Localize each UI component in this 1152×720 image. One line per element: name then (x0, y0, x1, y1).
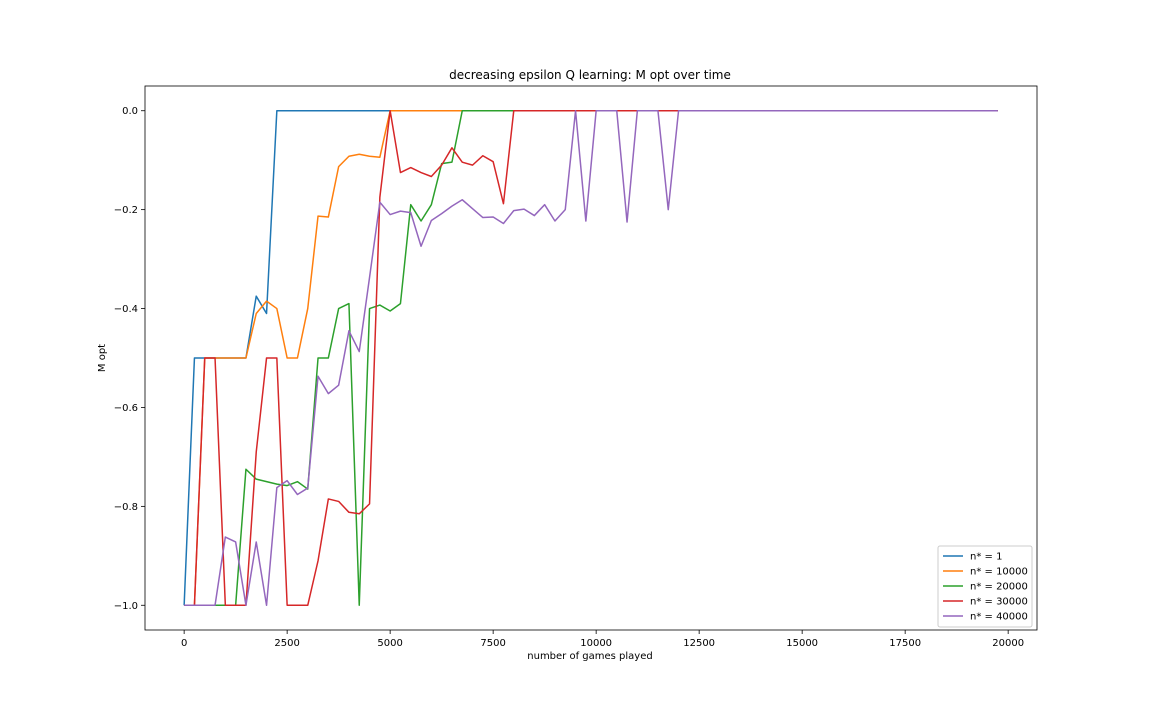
x-tick-label: 10000 (580, 638, 612, 649)
x-axis-label: number of games played (527, 651, 652, 662)
legend-label-2: n* = 10000 (970, 567, 1028, 578)
legend: n* = 1 n* = 10000 n* = 20000 n* = 30000 n* =… (937, 545, 1033, 628)
series-line-4 (184, 109, 998, 607)
series-line-1 (183, 109, 998, 606)
series-line-5 (184, 109, 998, 607)
legend-label-3: n* = 20000 (970, 582, 1028, 593)
x-tick-label: 17500 (889, 638, 921, 649)
series-line-2 (184, 109, 998, 607)
legend-label-5: n* = 40000 (970, 612, 1028, 623)
y-tick-label: −0.2 (114, 205, 138, 216)
series-line-3 (184, 109, 998, 607)
legend-label-1: n* = 1 (970, 552, 1002, 563)
x-tick-label: 20000 (992, 638, 1024, 649)
x-tick-label: 15000 (786, 638, 818, 649)
axes-layer: 0 2500 5000 7500 10000 12500 15000 17500 20000 −1… (114, 85, 1038, 649)
series-layer (183, 109, 998, 607)
y-axis-label: M opt (97, 344, 108, 372)
x-tick-label: 7500 (480, 638, 505, 649)
x-tick-label: 5000 (377, 638, 402, 649)
x-tick-label: 0 (181, 638, 187, 649)
y-tick-label: −0.8 (114, 502, 138, 513)
y-tick-label: −0.6 (114, 403, 138, 414)
x-tick-label: 12500 (683, 638, 715, 649)
y-tick-label: −0.4 (114, 304, 138, 315)
legend-label-4: n* = 30000 (970, 597, 1028, 608)
y-tick-label: −1.0 (114, 601, 138, 612)
chart-title: decreasing epsilon Q learning: M opt ove… (449, 68, 731, 82)
y-tick-label: 0.0 (122, 106, 138, 117)
legend-box (937, 545, 1033, 628)
plot-frame (144, 85, 1038, 631)
x-tick-label: 2500 (274, 638, 299, 649)
